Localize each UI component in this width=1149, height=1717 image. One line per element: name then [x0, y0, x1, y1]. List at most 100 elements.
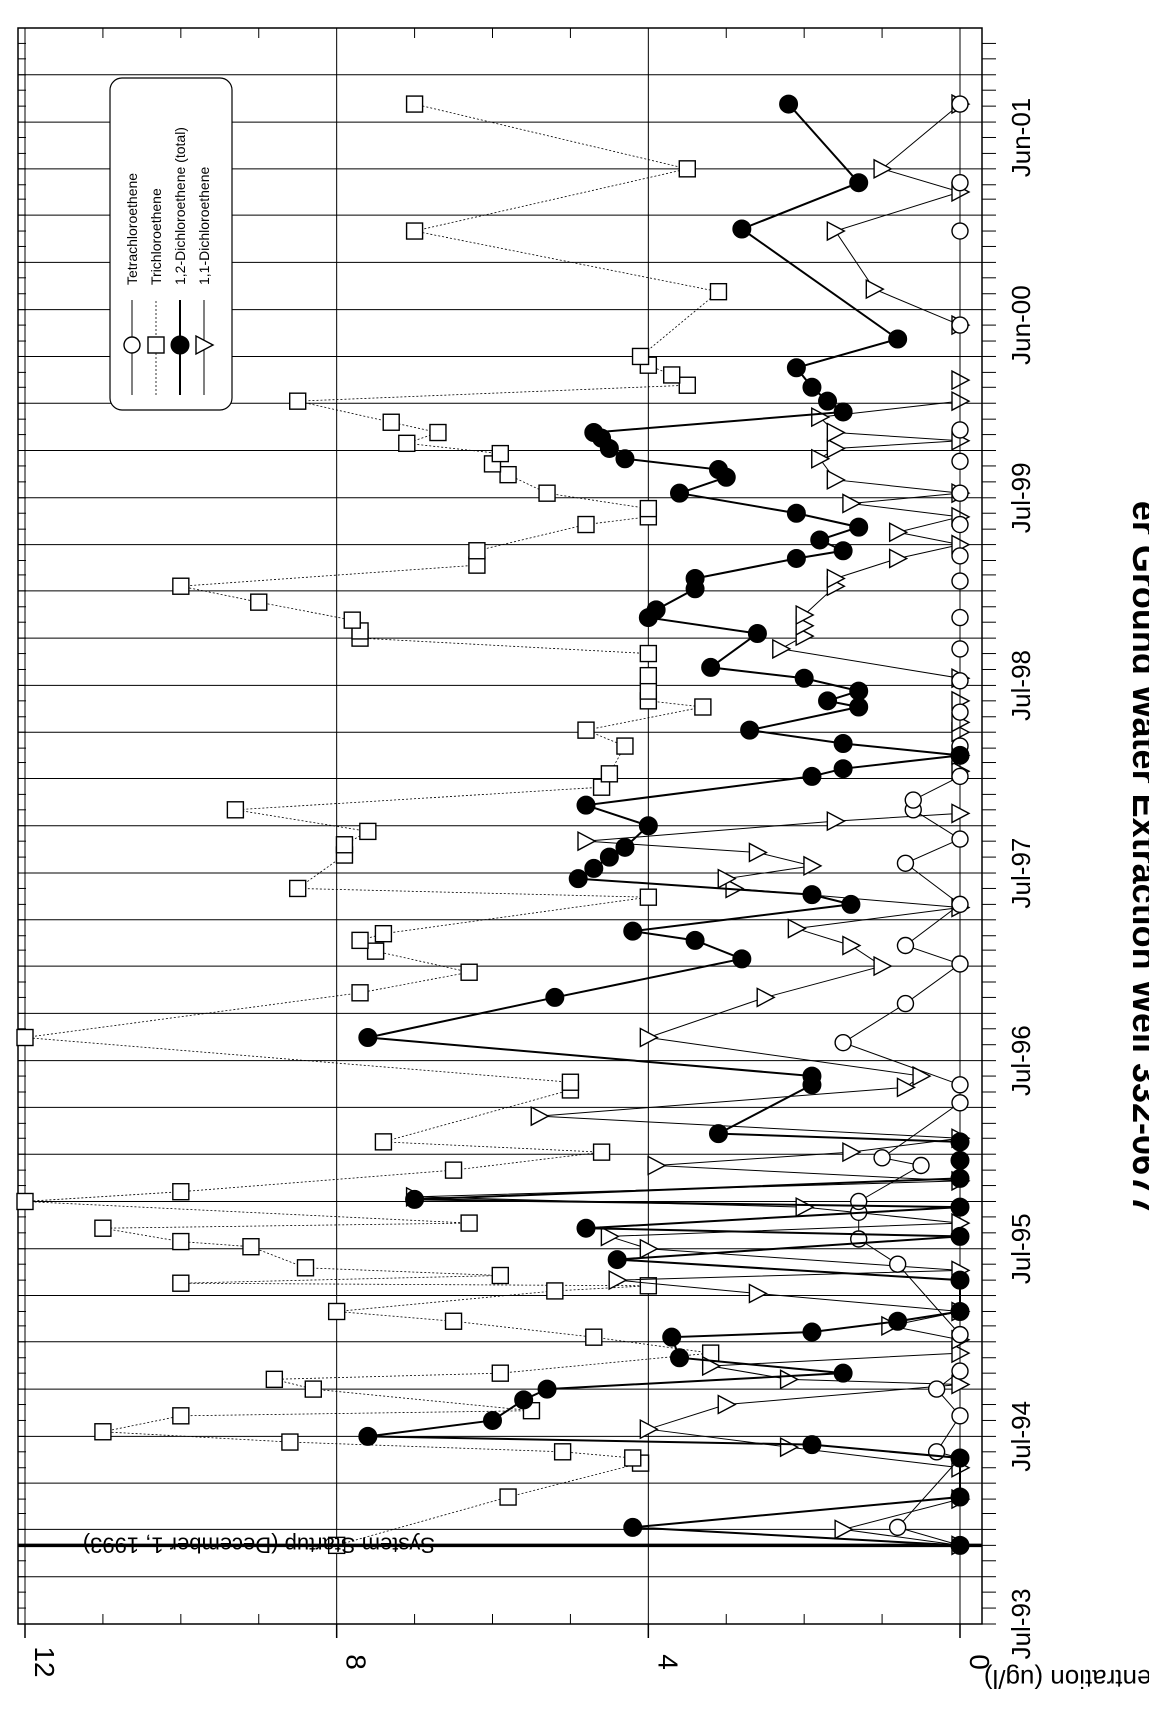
data-point [842, 1141, 862, 1163]
data-point [366, 942, 385, 960]
data-point [538, 484, 556, 502]
data-point [747, 624, 767, 644]
data-point [732, 949, 752, 969]
data-point [818, 391, 838, 411]
data-point [281, 1433, 299, 1451]
data-point [802, 1066, 822, 1086]
legend-label: 1,1-Dichloroethene [196, 166, 212, 285]
data-point [576, 1218, 596, 1238]
data-point [834, 1519, 854, 1540]
legend-label: 1,2-Dichloroethene (total) [172, 127, 188, 285]
data-point [584, 858, 604, 878]
data-point [646, 600, 666, 620]
data-point [951, 830, 969, 848]
data-point [951, 672, 969, 690]
data-point [359, 822, 377, 841]
legend-marker [147, 336, 165, 354]
data-point [896, 994, 915, 1013]
data-point [951, 222, 969, 240]
y-axis-labels: 0 4 8 12 [29, 1646, 995, 1677]
data-point [873, 1149, 891, 1167]
data-point [795, 1196, 815, 1218]
legend-marker [195, 334, 215, 356]
x-tick-label: Jun-00 [1006, 285, 1036, 365]
series-layer [16, 93, 971, 1556]
x-tick-label: Jul-93 [1006, 1589, 1036, 1660]
data-point [794, 668, 814, 688]
data-point [779, 94, 799, 114]
data-point [615, 449, 635, 469]
data-point [810, 530, 830, 550]
y-tick-label: 8 [341, 1654, 372, 1670]
data-point [615, 837, 635, 857]
data-point [802, 885, 822, 905]
data-point [624, 1449, 642, 1467]
data-point [468, 556, 486, 574]
data-point [265, 1370, 284, 1389]
data-point [912, 1156, 930, 1175]
data-point [896, 1077, 916, 1098]
data-point [639, 1419, 659, 1440]
data-point [638, 816, 658, 836]
data-point [577, 721, 595, 739]
data-point [849, 173, 869, 193]
data-point [491, 1364, 509, 1382]
data-point [950, 1168, 970, 1188]
data-point [802, 377, 822, 397]
data-point [327, 1302, 346, 1321]
data-point [631, 347, 650, 366]
data-point [818, 691, 838, 711]
data-point [802, 766, 822, 786]
data-point [951, 640, 969, 658]
data-point [951, 803, 971, 824]
data-point [242, 1238, 260, 1256]
data-point [779, 1437, 800, 1458]
data-point [405, 1189, 425, 1209]
data-point [172, 1274, 190, 1292]
data-point [951, 1407, 969, 1425]
data-point [639, 1027, 659, 1048]
data-point [172, 1407, 190, 1425]
data-point [833, 541, 853, 561]
data-point [951, 452, 969, 471]
legend: Tetrachloroethene Trichloroethene 1,2-Dich… [109, 77, 233, 411]
data-point [951, 1094, 969, 1112]
chart-title: er Ground Water Extraction Well 332-0677 [1125, 501, 1149, 1215]
data-point [616, 737, 634, 755]
x-tick-label: Jul-94 [1006, 1401, 1036, 1472]
data-point [912, 1065, 932, 1087]
data-point [577, 515, 595, 534]
data-point [584, 423, 604, 443]
data-point [172, 1183, 190, 1201]
data-point [647, 1155, 667, 1176]
data-point [16, 1028, 34, 1047]
data-point [670, 483, 689, 503]
data-point [717, 868, 737, 889]
data-point [772, 638, 792, 660]
data-point [950, 1448, 970, 1468]
data-point [444, 1161, 463, 1179]
data-point [951, 572, 969, 590]
data-point [94, 1423, 112, 1441]
data-point [888, 1255, 907, 1273]
data-point [600, 765, 619, 783]
data-point [811, 406, 831, 428]
data-point [374, 924, 393, 943]
y-tick-label: 4 [652, 1654, 683, 1670]
data-point [888, 522, 909, 543]
data-point [927, 1380, 946, 1398]
series-1 [16, 95, 728, 1555]
data-point [546, 1282, 564, 1300]
data-point [795, 604, 815, 626]
data-point [748, 1283, 768, 1304]
legend-label: Trichloroethene [148, 188, 164, 285]
data-point [639, 1277, 658, 1295]
data-point [568, 869, 588, 889]
x-tick-label: Jul-95 [1006, 1213, 1036, 1284]
data-point [623, 1517, 643, 1537]
data-point [950, 1487, 970, 1507]
data-point [811, 448, 831, 469]
data-point [951, 1362, 969, 1380]
data-point [226, 801, 245, 819]
data-point [951, 703, 969, 721]
